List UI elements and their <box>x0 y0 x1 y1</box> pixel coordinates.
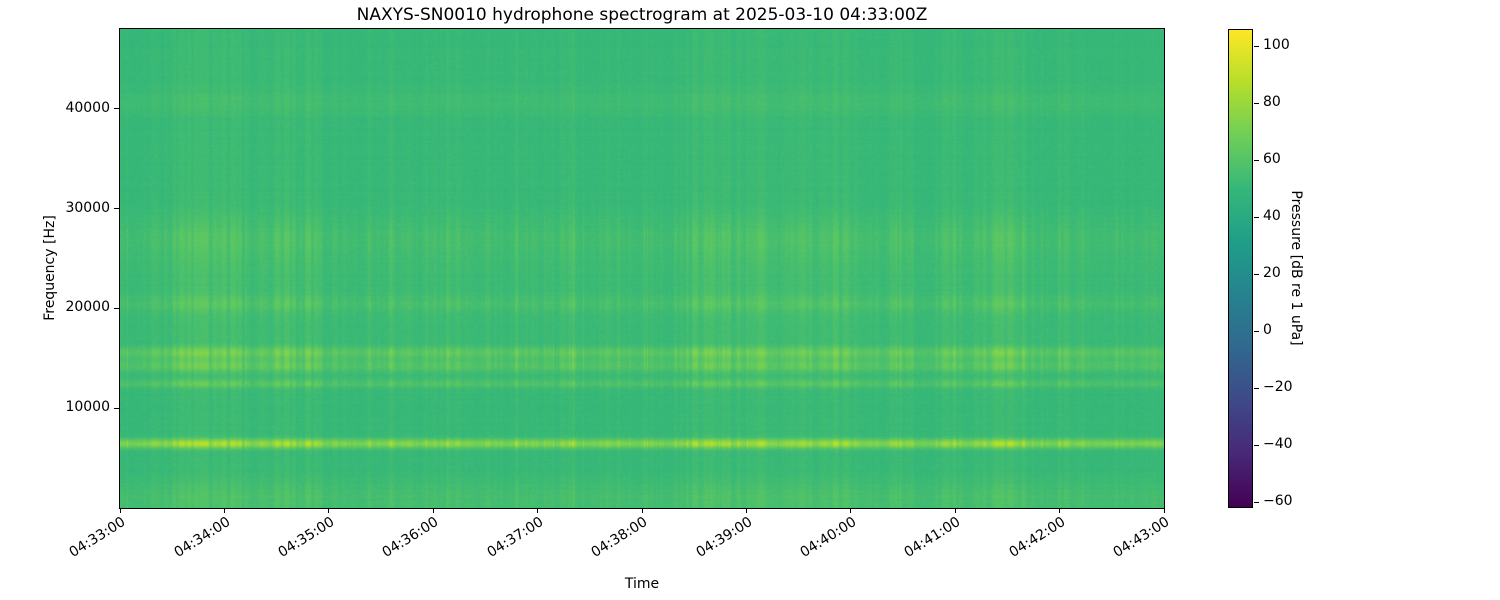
x-tick-mark <box>850 508 852 513</box>
y-tick-mark <box>114 407 119 409</box>
colorbar-tick-mark <box>1254 216 1259 218</box>
colorbar-tick-label: 40 <box>1263 208 1281 225</box>
colorbar-tick-label: 60 <box>1263 151 1281 168</box>
colorbar-tick-label: −20 <box>1263 379 1293 396</box>
y-tick-mark <box>114 307 119 309</box>
x-tick-mark <box>954 508 956 513</box>
colorbar-tick-mark <box>1254 330 1259 332</box>
x-tick-mark <box>1059 508 1061 513</box>
colorbar-tick-mark <box>1254 444 1259 446</box>
x-tick-mark <box>537 508 539 513</box>
colorbar-tick-label: 0 <box>1263 322 1272 339</box>
y-tick-label: 40000 <box>65 99 110 116</box>
colorbar-tick-label: 80 <box>1263 94 1281 111</box>
colorbar-tick-mark <box>1254 273 1259 275</box>
x-tick-mark <box>1163 508 1165 513</box>
x-tick-mark <box>223 508 225 513</box>
y-tick-mark <box>114 108 119 110</box>
y-tick-label: 20000 <box>65 299 110 316</box>
chart-title: NAXYS-SN0010 hydrophone spectrogram at 2… <box>356 5 928 25</box>
colorbar-tick-mark <box>1254 45 1259 47</box>
x-tick-label-wrap: 04:43:00 <box>1004 514 1173 561</box>
colorbar-tick-label: −40 <box>1263 436 1293 453</box>
colorbar-gradient <box>1228 29 1253 508</box>
x-tick-mark <box>745 508 747 513</box>
colorbar-tick-label: −60 <box>1263 493 1293 510</box>
colorbar-tick-mark <box>1254 501 1259 503</box>
colorbar-tick-mark <box>1254 159 1259 161</box>
y-tick-label: 30000 <box>65 199 110 216</box>
x-tick-mark <box>328 508 330 513</box>
x-tick-mark <box>119 508 121 513</box>
spectrogram-heatmap <box>120 29 1164 508</box>
colorbar-tick-mark <box>1254 102 1259 104</box>
x-tick-mark <box>641 508 643 513</box>
x-tick-label: 04:43:00 <box>1110 514 1173 561</box>
colorbar-label: Pressure [dB re 1 uPa] <box>1288 190 1304 346</box>
colorbar-tick-mark <box>1254 387 1259 389</box>
colorbar-tick-label: 100 <box>1263 37 1290 54</box>
colorbar-tick-label: 20 <box>1263 265 1281 282</box>
y-tick-label: 10000 <box>65 399 110 416</box>
y-tick-mark <box>114 208 119 210</box>
x-tick-mark <box>432 508 434 513</box>
x-axis-label: Time <box>624 576 660 592</box>
